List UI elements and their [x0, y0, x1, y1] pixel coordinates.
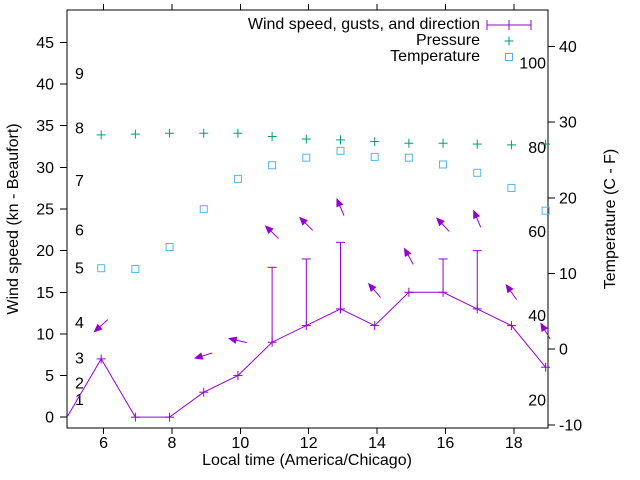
y-right-tick-label: 20 — [559, 190, 577, 207]
y-axis-title-right: Temperature (C - F) — [602, 148, 619, 290]
x-tick-label: 16 — [437, 435, 455, 452]
beaufort-label: 3 — [75, 351, 84, 368]
y-left-tick-label: 20 — [36, 243, 54, 260]
y-left-tick-label: 10 — [36, 326, 54, 343]
x-tick-label: 10 — [231, 435, 249, 452]
plus-marker-icon — [504, 36, 514, 46]
beaufort-label: 5 — [75, 261, 84, 278]
y-left-tick-label: 25 — [36, 202, 54, 219]
x-tick-label: 6 — [99, 435, 108, 452]
y-right-tick-label: -10 — [559, 417, 582, 434]
arrow-head — [367, 282, 377, 292]
beaufort-label: 4 — [75, 315, 84, 332]
arrow-head — [299, 216, 308, 226]
open-square-marker-icon — [505, 53, 513, 61]
wind-series — [67, 241, 551, 422]
wind-direction-arrows — [93, 197, 551, 360]
fahrenheit-label: 80 — [528, 140, 546, 157]
beaufort-label: 1 — [75, 392, 84, 409]
fahrenheit-label: 60 — [528, 224, 546, 241]
plot-border — [66, 9, 549, 429]
y-left-tick-label: 35 — [36, 118, 54, 135]
y-right-tick-label: 40 — [559, 39, 577, 56]
arrow-head — [436, 217, 445, 227]
arrow-head — [93, 323, 103, 333]
legend-row-wind: Wind speed, gusts, and direction — [248, 17, 532, 33]
x-axis-title: Local time (America/Chicago) — [202, 452, 412, 469]
chart-legend: Wind speed, gusts, and direction Pressur… — [248, 17, 532, 65]
arrow-head — [403, 247, 412, 257]
beaufort-label: 2 — [75, 376, 84, 393]
arrow-head — [193, 352, 204, 360]
y-axis-title-left: Wind speed (kn - Beaufort) — [5, 123, 22, 315]
arrow-head — [505, 283, 514, 294]
legend-row-temperature: Temperature — [248, 49, 532, 65]
x-tick-label: 14 — [368, 435, 386, 452]
y-left-tick-label: 5 — [45, 368, 54, 385]
y-right-tick-label: 10 — [559, 266, 577, 283]
y-left-tick-label: 0 — [45, 410, 54, 427]
temperature-series — [97, 146, 550, 273]
legend-label-wind: Wind speed, gusts, and direction — [247, 16, 480, 33]
y-left-tick-label: 30 — [36, 160, 54, 177]
fahrenheit-label: 100 — [519, 56, 546, 73]
y-left-tick-label: 45 — [36, 35, 54, 52]
x-tick-label: 18 — [505, 435, 523, 452]
axis-ticks — [60, 4, 555, 434]
beaufort-label: 8 — [75, 121, 84, 138]
fahrenheit-label: 20 — [528, 392, 546, 409]
beaufort-label: 7 — [75, 173, 84, 190]
y-right-tick-label: 30 — [559, 115, 577, 132]
beaufort-label: 6 — [75, 222, 84, 239]
beaufort-scale-labels: 12 3 4 5 6 7 8 9 — [75, 66, 84, 409]
arrow-head — [264, 225, 274, 234]
arrow-head — [540, 322, 549, 333]
arrow-head — [473, 209, 481, 220]
arrow-head — [227, 336, 238, 344]
x-tick-label: 8 — [167, 435, 176, 452]
legend-label-pressure: Pressure — [415, 32, 480, 49]
pressure-series — [96, 128, 551, 150]
legend-row-pressure: Pressure — [248, 33, 532, 49]
y-left-tick-label: 40 — [36, 77, 54, 94]
fahrenheit-label: 40 — [528, 308, 546, 325]
x-tick-label: 12 — [300, 435, 318, 452]
arrow-head — [336, 197, 344, 208]
beaufort-label: 9 — [75, 66, 84, 83]
axis-tick-labels: 6 8 10 12 14 16 18051015202530354045-100102030… — [36, 35, 582, 452]
fahrenheit-labels: 20 40 60 80 100 — [519, 56, 546, 410]
errorbar-sample-icon — [486, 20, 532, 30]
legend-label-temperature: Temperature — [390, 48, 480, 65]
y-left-tick-label: 15 — [36, 285, 54, 302]
y-right-tick-label: 0 — [559, 342, 568, 359]
